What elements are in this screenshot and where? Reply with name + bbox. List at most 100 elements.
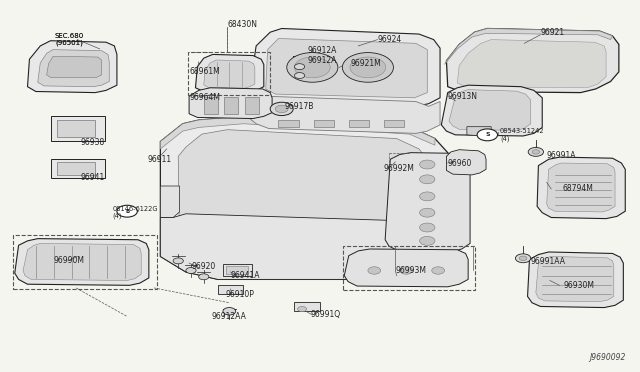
Circle shape (515, 254, 531, 263)
Polygon shape (250, 90, 440, 134)
Polygon shape (161, 116, 435, 149)
Text: 08543-51242
(4): 08543-51242 (4) (500, 128, 545, 142)
Text: 96991Q: 96991Q (310, 311, 340, 320)
Text: 96921M: 96921M (351, 59, 381, 68)
Bar (204, 97, 218, 114)
Text: 96990M: 96990M (53, 256, 84, 265)
Text: SEC.680
(96501): SEC.680 (96501) (55, 33, 84, 46)
Polygon shape (467, 127, 491, 136)
Text: 96991A: 96991A (547, 151, 576, 160)
Polygon shape (527, 252, 623, 308)
Bar (314, 120, 334, 127)
Circle shape (186, 267, 196, 273)
Text: 96924: 96924 (378, 35, 402, 44)
Bar (294, 302, 320, 311)
Polygon shape (161, 214, 448, 279)
Text: 96921: 96921 (540, 28, 564, 37)
Text: S: S (485, 132, 490, 137)
Text: 96911: 96911 (148, 155, 172, 164)
Bar (384, 120, 404, 127)
Text: B: B (125, 209, 129, 214)
Text: 68430N: 68430N (227, 20, 257, 29)
Circle shape (287, 52, 338, 82)
Circle shape (519, 256, 527, 260)
Circle shape (400, 267, 413, 274)
Polygon shape (161, 186, 179, 218)
Polygon shape (161, 116, 448, 279)
Text: 96912A: 96912A (307, 56, 337, 65)
Text: 96964M: 96964M (189, 93, 220, 102)
Polygon shape (442, 85, 542, 136)
Circle shape (420, 175, 435, 184)
Text: 96912A: 96912A (307, 46, 337, 55)
Polygon shape (536, 256, 614, 302)
Circle shape (298, 307, 307, 312)
Polygon shape (458, 39, 606, 88)
Circle shape (294, 73, 305, 78)
Bar (57, 162, 95, 175)
Text: 96910P: 96910P (225, 290, 254, 299)
Polygon shape (547, 163, 615, 212)
Text: SEC.680
(96501): SEC.680 (96501) (55, 33, 84, 46)
Circle shape (270, 102, 293, 116)
Circle shape (173, 258, 183, 264)
Text: 96991AA: 96991AA (531, 257, 566, 266)
Circle shape (532, 150, 540, 154)
Circle shape (432, 267, 445, 274)
Polygon shape (447, 29, 619, 93)
Bar (224, 97, 238, 114)
Bar (218, 285, 243, 294)
Polygon shape (449, 90, 531, 131)
Bar (51, 116, 105, 141)
Text: 68961M: 68961M (189, 67, 220, 76)
Circle shape (368, 267, 381, 274)
Text: 96920: 96920 (191, 262, 215, 271)
Circle shape (342, 52, 394, 82)
Text: 96992M: 96992M (384, 164, 415, 173)
Bar (244, 97, 259, 114)
Circle shape (223, 308, 236, 315)
Polygon shape (537, 157, 625, 219)
Text: 96930M: 96930M (564, 281, 595, 290)
Polygon shape (178, 130, 428, 267)
Polygon shape (15, 238, 149, 285)
Text: 96912AA: 96912AA (211, 312, 246, 321)
Text: 96993M: 96993M (396, 266, 426, 275)
Text: 96941A: 96941A (230, 271, 260, 280)
Polygon shape (385, 153, 470, 252)
Circle shape (420, 223, 435, 232)
Circle shape (420, 192, 435, 201)
Circle shape (117, 205, 138, 217)
Polygon shape (195, 54, 264, 93)
Polygon shape (344, 249, 468, 287)
Polygon shape (250, 29, 440, 106)
Polygon shape (266, 38, 428, 98)
Text: 08146-6122G
(4): 08146-6122G (4) (113, 206, 158, 219)
Circle shape (294, 57, 330, 78)
Circle shape (477, 129, 497, 141)
Bar (51, 158, 105, 178)
Circle shape (420, 236, 435, 245)
Text: 96913N: 96913N (448, 92, 477, 101)
Text: 96960: 96960 (448, 158, 472, 167)
Circle shape (294, 64, 305, 70)
Bar (226, 266, 248, 274)
Circle shape (420, 160, 435, 169)
Polygon shape (447, 150, 486, 175)
Bar (349, 120, 369, 127)
Bar (278, 120, 299, 127)
Circle shape (350, 57, 386, 78)
Text: 96917B: 96917B (285, 102, 314, 111)
Circle shape (275, 105, 288, 113)
Polygon shape (445, 29, 612, 64)
Bar (57, 121, 95, 137)
Circle shape (420, 208, 435, 217)
Polygon shape (189, 88, 272, 119)
Polygon shape (23, 243, 141, 280)
Text: 96941: 96941 (81, 173, 105, 182)
Polygon shape (204, 60, 255, 88)
Circle shape (198, 274, 209, 280)
Text: 96938: 96938 (81, 138, 105, 147)
Text: J9690092: J9690092 (589, 353, 625, 362)
Polygon shape (47, 56, 102, 77)
